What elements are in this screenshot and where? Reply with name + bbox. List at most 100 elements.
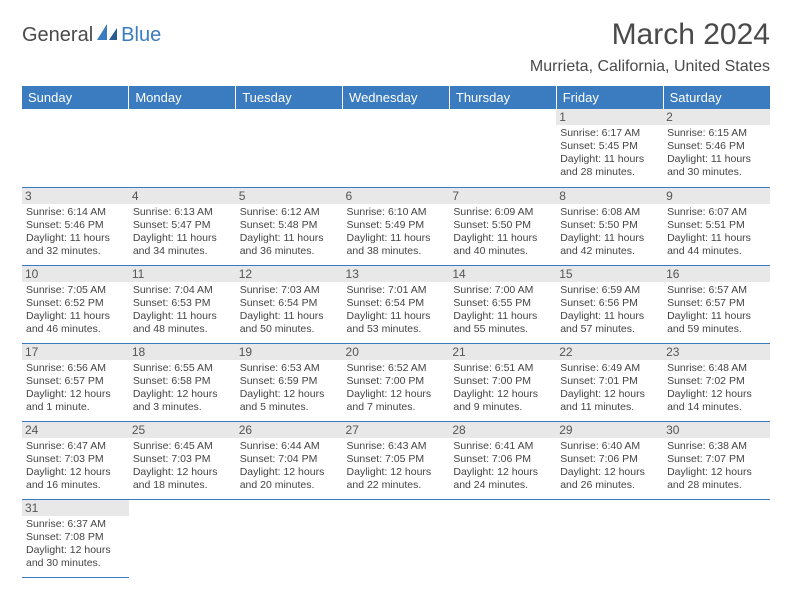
day-number: 8 — [556, 188, 663, 204]
day-number: 6 — [343, 188, 450, 204]
day-number: 27 — [343, 422, 450, 438]
calendar-cell — [129, 109, 236, 187]
day-header: Monday — [129, 86, 236, 109]
day-header-row: SundayMondayTuesdayWednesdayThursdayFrid… — [22, 86, 770, 109]
calendar-cell: 11 Sunrise: 7:04 AMSunset: 6:53 PMDayligh… — [129, 265, 236, 343]
day-header: Sunday — [22, 86, 129, 109]
calendar-cell — [556, 499, 663, 577]
calendar-cell: 15 Sunrise: 6:59 AMSunset: 6:56 PMDayligh… — [556, 265, 663, 343]
day-number: 16 — [663, 266, 770, 282]
calendar-cell — [236, 109, 343, 187]
calendar-cell: 3Sunrise: 6:14 AMSunset: 5:46 PMDaylight… — [22, 187, 129, 265]
day-number: 24 — [22, 422, 129, 438]
day-header: Wednesday — [343, 86, 450, 109]
day-detail: Sunrise: 6:37 AMSunset: 7:08 PMDaylight:… — [26, 518, 125, 571]
calendar-cell — [449, 499, 556, 577]
calendar-cell: 2Sunrise: 6:15 AMSunset: 5:46 PMDaylight… — [663, 109, 770, 187]
day-detail: Sunrise: 6:59 AMSunset: 6:56 PMDaylight:… — [560, 284, 659, 337]
day-detail: Sunrise: 6:53 AMSunset: 6:59 PMDaylight:… — [240, 362, 339, 415]
calendar-week: 24 Sunrise: 6:47 AMSunset: 7:03 PMDayligh… — [22, 421, 770, 499]
day-detail: Sunrise: 6:45 AMSunset: 7:03 PMDaylight:… — [133, 440, 232, 493]
calendar-cell: 6Sunrise: 6:10 AMSunset: 5:49 PMDaylight… — [343, 187, 450, 265]
day-number: 14 — [449, 266, 556, 282]
logo-text-general: General — [22, 24, 93, 47]
calendar-cell: 16 Sunrise: 6:57 AMSunset: 6:57 PMDayligh… — [663, 265, 770, 343]
day-header: Thursday — [449, 86, 556, 109]
day-detail: Sunrise: 6:13 AMSunset: 5:47 PMDaylight:… — [133, 206, 232, 259]
day-detail: Sunrise: 6:49 AMSunset: 7:01 PMDaylight:… — [560, 362, 659, 415]
calendar-cell: 4 Sunrise: 6:13 AMSunset: 5:47 PMDaylight… — [129, 187, 236, 265]
calendar-cell: 1Sunrise: 6:17 AMSunset: 5:45 PMDaylight… — [556, 109, 663, 187]
calendar-cell: 9 Sunrise: 6:07 AMSunset: 5:51 PMDaylight… — [663, 187, 770, 265]
calendar-cell: 12 Sunrise: 7:03 AMSunset: 6:54 PMDayligh… — [236, 265, 343, 343]
day-number: 13 — [343, 266, 450, 282]
day-detail: Sunrise: 6:07 AMSunset: 5:51 PMDaylight:… — [667, 206, 766, 259]
logo-sail-icon — [97, 24, 119, 47]
day-number: 30 — [663, 422, 770, 438]
day-detail: Sunrise: 6:08 AMSunset: 5:50 PMDaylight:… — [560, 206, 659, 259]
day-number: 28 — [449, 422, 556, 438]
day-number: 29 — [556, 422, 663, 438]
day-number: 18 — [129, 344, 236, 360]
day-detail: Sunrise: 7:05 AMSunset: 6:52 PMDaylight:… — [26, 284, 125, 337]
calendar-cell: 22 Sunrise: 6:49 AMSunset: 7:01 PMDayligh… — [556, 343, 663, 421]
day-number: 9 — [663, 188, 770, 204]
calendar-cell: 29 Sunrise: 6:40 AMSunset: 7:06 PMDayligh… — [556, 421, 663, 499]
day-number: 3 — [22, 188, 129, 204]
calendar-week: 3Sunrise: 6:14 AMSunset: 5:46 PMDaylight… — [22, 187, 770, 265]
calendar-cell: 21Sunrise: 6:51 AMSunset: 7:00 PMDayligh… — [449, 343, 556, 421]
day-number: 19 — [236, 344, 343, 360]
calendar-body: 1Sunrise: 6:17 AMSunset: 5:45 PMDaylight… — [22, 109, 770, 577]
logo-text-blue: Blue — [121, 24, 161, 47]
calendar-cell: 13 Sunrise: 7:01 AMSunset: 6:54 PMDayligh… — [343, 265, 450, 343]
day-number: 15 — [556, 266, 663, 282]
calendar-week: 31 Sunrise: 6:37 AMSunset: 7:08 PMDayligh… — [22, 499, 770, 577]
day-number: 22 — [556, 344, 663, 360]
calendar-week: 17 Sunrise: 6:56 AMSunset: 6:57 PMDayligh… — [22, 343, 770, 421]
day-number: 26 — [236, 422, 343, 438]
day-number: 17 — [22, 344, 129, 360]
calendar-cell: 10 Sunrise: 7:05 AMSunset: 6:52 PMDayligh… — [22, 265, 129, 343]
day-header: Friday — [556, 86, 663, 109]
day-detail: Sunrise: 6:40 AMSunset: 7:06 PMDaylight:… — [560, 440, 659, 493]
day-detail: Sunrise: 7:03 AMSunset: 6:54 PMDaylight:… — [240, 284, 339, 337]
day-detail: Sunrise: 6:17 AMSunset: 5:45 PMDaylight:… — [560, 127, 659, 180]
location-text: Murrieta, California, United States — [530, 58, 770, 76]
day-detail: Sunrise: 7:04 AMSunset: 6:53 PMDaylight:… — [133, 284, 232, 337]
calendar-cell — [129, 499, 236, 577]
day-detail: Sunrise: 6:55 AMSunset: 6:58 PMDaylight:… — [133, 362, 232, 415]
day-detail: Sunrise: 7:01 AMSunset: 6:54 PMDaylight:… — [347, 284, 446, 337]
calendar-week: 10 Sunrise: 7:05 AMSunset: 6:52 PMDayligh… — [22, 265, 770, 343]
day-number: 10 — [22, 266, 129, 282]
title-block: March 2024 Murrieta, California, United … — [530, 18, 770, 76]
day-header: Tuesday — [236, 86, 343, 109]
calendar-cell — [343, 499, 450, 577]
calendar-table: SundayMondayTuesdayWednesdayThursdayFrid… — [22, 86, 770, 578]
day-number: 21 — [449, 344, 556, 360]
day-number: 11 — [129, 266, 236, 282]
calendar-cell: 28 Sunrise: 6:41 AMSunset: 7:06 PMDayligh… — [449, 421, 556, 499]
day-number: 4 — [129, 188, 236, 204]
day-number: 20 — [343, 344, 450, 360]
month-title: March 2024 — [530, 18, 770, 52]
day-detail: Sunrise: 6:09 AMSunset: 5:50 PMDaylight:… — [453, 206, 552, 259]
calendar-cell — [236, 499, 343, 577]
day-detail: Sunrise: 6:41 AMSunset: 7:06 PMDaylight:… — [453, 440, 552, 493]
calendar-cell — [22, 109, 129, 187]
calendar-cell: 30Sunrise: 6:38 AMSunset: 7:07 PMDayligh… — [663, 421, 770, 499]
calendar-cell: 25Sunrise: 6:45 AMSunset: 7:03 PMDayligh… — [129, 421, 236, 499]
calendar-cell: 20Sunrise: 6:52 AMSunset: 7:00 PMDayligh… — [343, 343, 450, 421]
day-detail: Sunrise: 6:12 AMSunset: 5:48 PMDaylight:… — [240, 206, 339, 259]
calendar-cell: 8 Sunrise: 6:08 AMSunset: 5:50 PMDaylight… — [556, 187, 663, 265]
calendar-cell: 23Sunrise: 6:48 AMSunset: 7:02 PMDayligh… — [663, 343, 770, 421]
logo: General Blue — [22, 24, 161, 47]
day-detail: Sunrise: 6:47 AMSunset: 7:03 PMDaylight:… — [26, 440, 125, 493]
day-detail: Sunrise: 6:15 AMSunset: 5:46 PMDaylight:… — [667, 127, 766, 180]
day-detail: Sunrise: 6:57 AMSunset: 6:57 PMDaylight:… — [667, 284, 766, 337]
day-number: 12 — [236, 266, 343, 282]
calendar-cell: 26Sunrise: 6:44 AMSunset: 7:04 PMDayligh… — [236, 421, 343, 499]
day-detail: Sunrise: 7:00 AMSunset: 6:55 PMDaylight:… — [453, 284, 552, 337]
day-detail: Sunrise: 6:56 AMSunset: 6:57 PMDaylight:… — [26, 362, 125, 415]
day-number: 31 — [22, 500, 129, 516]
day-number: 23 — [663, 344, 770, 360]
